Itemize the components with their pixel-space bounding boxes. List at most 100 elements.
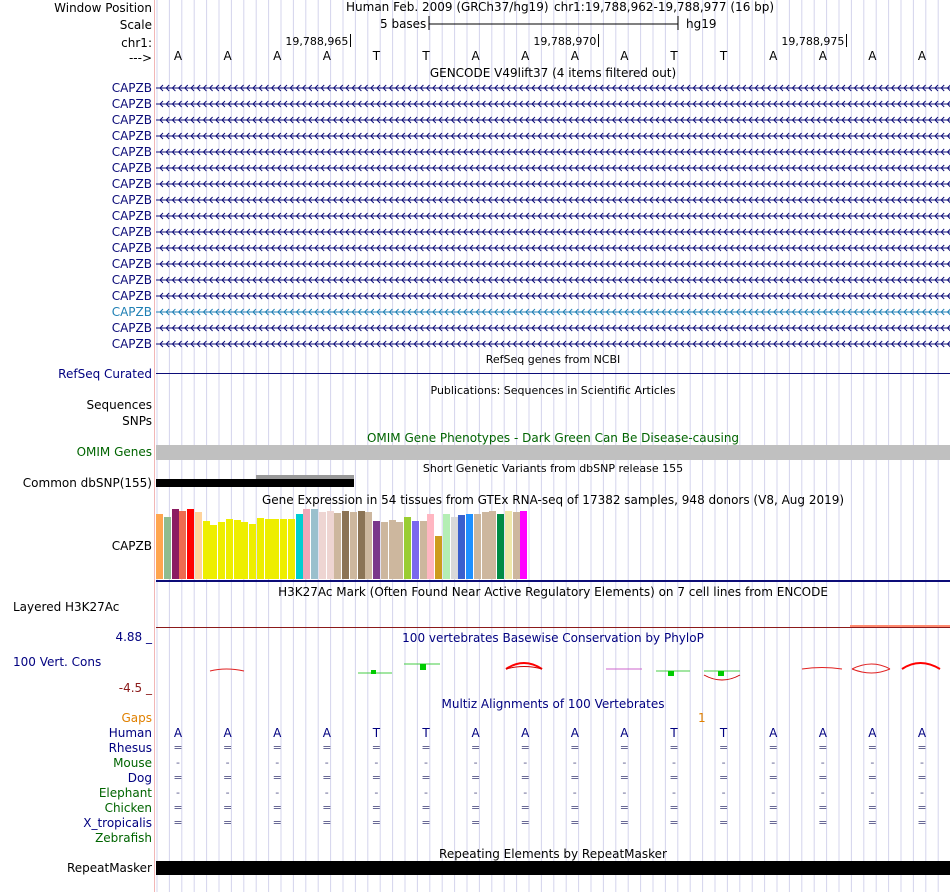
gtex-gene-label[interactable]: CAPZB xyxy=(111,539,152,553)
gtex-tissue-bar[interactable] xyxy=(349,512,357,579)
gtex-tissue-bar[interactable] xyxy=(473,514,481,579)
alignment-base: = xyxy=(222,771,233,784)
gtex-tissue-bar[interactable] xyxy=(156,514,163,579)
gencode-transcript-label[interactable]: CAPZB xyxy=(111,321,152,335)
gtex-tissue-bar[interactable] xyxy=(435,536,442,579)
gencode-transcript xyxy=(156,180,950,188)
dna-base: A xyxy=(769,49,778,63)
publications-snps-label[interactable]: SNPs xyxy=(122,414,152,428)
alignment-base: = xyxy=(619,801,629,814)
gtex-tissue-bar[interactable] xyxy=(419,521,427,579)
alignment-base: - xyxy=(275,786,280,799)
gtex-tissue-bar[interactable] xyxy=(187,509,194,579)
gencode-transcript-label[interactable]: CAPZB xyxy=(111,273,152,287)
gtex-tissue-bar[interactable] xyxy=(218,522,225,579)
gencode-transcript-label[interactable]: CAPZB xyxy=(111,113,152,127)
gtex-tissue-bar[interactable] xyxy=(326,511,334,579)
refseq-curated-label[interactable]: RefSeq Curated xyxy=(58,367,152,381)
gtex-tissue-bar[interactable] xyxy=(202,521,210,579)
gtex-tissue-bar[interactable] xyxy=(481,512,489,579)
gencode-transcript-label[interactable]: CAPZB xyxy=(111,289,152,303)
gtex-tissue-bar[interactable] xyxy=(458,515,466,579)
gencode-transcript xyxy=(156,148,950,156)
gtex-tissue-bar[interactable] xyxy=(504,511,512,579)
alignment-base: = xyxy=(818,801,828,814)
gtex-tissue-bar[interactable] xyxy=(380,522,388,579)
gtex-tissue-bar[interactable] xyxy=(427,514,435,579)
gencode-transcript-label[interactable]: CAPZB xyxy=(111,241,152,255)
gtex-tissue-bar[interactable] xyxy=(272,519,280,579)
alignment-base: - xyxy=(523,786,528,799)
gtex-tissue-bar[interactable] xyxy=(396,522,404,579)
gtex-tissue-bar[interactable] xyxy=(225,519,233,579)
alignment-base: = xyxy=(222,816,233,829)
gtex-tissue-bar[interactable] xyxy=(163,517,171,579)
gtex-tissue-bar[interactable] xyxy=(280,519,287,579)
gencode-transcript-label[interactable]: CAPZB xyxy=(111,161,152,175)
gtex-tissue-bar[interactable] xyxy=(497,514,504,579)
cons-track-label[interactable]: 100 Vert. Cons xyxy=(13,655,102,669)
repeatmasker-element[interactable] xyxy=(156,861,950,875)
omim-genes-label[interactable]: OMIM Genes xyxy=(76,445,152,459)
alignment-base: = xyxy=(570,816,580,829)
gtex-tissue-bar[interactable] xyxy=(311,509,318,579)
gtex-tissue-bar[interactable] xyxy=(342,511,349,579)
gencode-transcript-label[interactable]: CAPZB xyxy=(111,193,152,207)
gtex-tissue-bar[interactable] xyxy=(466,514,473,579)
gtex-tissue-bar[interactable] xyxy=(450,517,458,579)
gtex-tissue-bar[interactable] xyxy=(357,511,365,579)
gtex-bar-chart[interactable] xyxy=(156,508,556,579)
dna-base: A xyxy=(521,49,530,63)
gtex-tissue-bar[interactable] xyxy=(194,512,202,579)
gtex-tissue-bar[interactable] xyxy=(318,512,326,579)
gtex-tissue-bar[interactable] xyxy=(264,519,272,579)
gtex-tissue-bar[interactable] xyxy=(373,521,380,579)
gencode-transcript-label[interactable]: CAPZB xyxy=(111,257,152,271)
cons-wiggle[interactable] xyxy=(156,655,950,685)
common-dbsnp-label[interactable]: Common dbSNP(155) xyxy=(22,476,152,490)
gencode-transcript-label[interactable]: CAPZB xyxy=(111,177,152,191)
omim-gene-block[interactable] xyxy=(156,445,950,460)
h3k27ac-baseline xyxy=(156,627,950,628)
gencode-transcript-label[interactable]: CAPZB xyxy=(111,337,152,351)
gtex-tissue-bar[interactable] xyxy=(365,512,373,579)
dbsnp-variant-grey[interactable] xyxy=(256,475,354,479)
alignment-base: = xyxy=(520,801,530,814)
gtex-tissue-bar[interactable] xyxy=(295,514,303,579)
gtex-tissue-bar[interactable] xyxy=(404,517,411,579)
gtex-tissue-bar[interactable] xyxy=(256,518,264,579)
gtex-tissue-bar[interactable] xyxy=(249,524,256,579)
refseq-gene-line[interactable] xyxy=(156,373,950,374)
gtex-tissue-bar[interactable] xyxy=(241,522,249,579)
gtex-tissue-bar[interactable] xyxy=(210,525,218,579)
gtex-tissue-bar[interactable] xyxy=(334,513,342,579)
gtex-tissue-bar[interactable] xyxy=(287,519,295,579)
gencode-transcript-label[interactable]: CAPZB xyxy=(111,81,152,95)
species-label: Elephant xyxy=(98,786,152,800)
alignment-base: A xyxy=(868,726,877,740)
gencode-transcript-label[interactable]: CAPZB xyxy=(111,225,152,239)
gtex-tissue-bar[interactable] xyxy=(179,511,187,579)
gtex-tissue-bar[interactable] xyxy=(411,521,419,579)
gtex-tissue-bar[interactable] xyxy=(520,511,528,579)
gencode-transcript-label[interactable]: CAPZB xyxy=(111,209,152,223)
gencode-transcripts[interactable] xyxy=(156,80,950,352)
gtex-tissue-bar[interactable] xyxy=(442,514,450,579)
layered-h3k27ac-label[interactable]: Layered H3K27Ac xyxy=(13,600,120,614)
dbsnp-variant-black[interactable] xyxy=(156,479,354,487)
gtex-tissue-bar[interactable] xyxy=(233,520,241,579)
gtex-tissue-bar[interactable] xyxy=(388,520,396,579)
gtex-tissue-bar[interactable] xyxy=(512,512,520,579)
gtex-tissue-bar[interactable] xyxy=(171,509,179,579)
gencode-transcript-label[interactable]: CAPZB xyxy=(111,145,152,159)
gencode-transcript-label[interactable]: CAPZB xyxy=(111,97,152,111)
gencode-transcript xyxy=(156,196,950,204)
gencode-transcript-label[interactable]: CAPZB xyxy=(111,305,152,319)
gtex-tissue-bar[interactable] xyxy=(303,509,311,579)
alignment-base: = xyxy=(222,801,233,814)
gtex-tissue-bar[interactable] xyxy=(489,511,497,579)
gencode-transcript-label[interactable]: CAPZB xyxy=(111,129,152,143)
publications-sequences-label[interactable]: Sequences xyxy=(86,398,152,412)
repeatmasker-label[interactable]: RepeatMasker xyxy=(66,861,152,875)
